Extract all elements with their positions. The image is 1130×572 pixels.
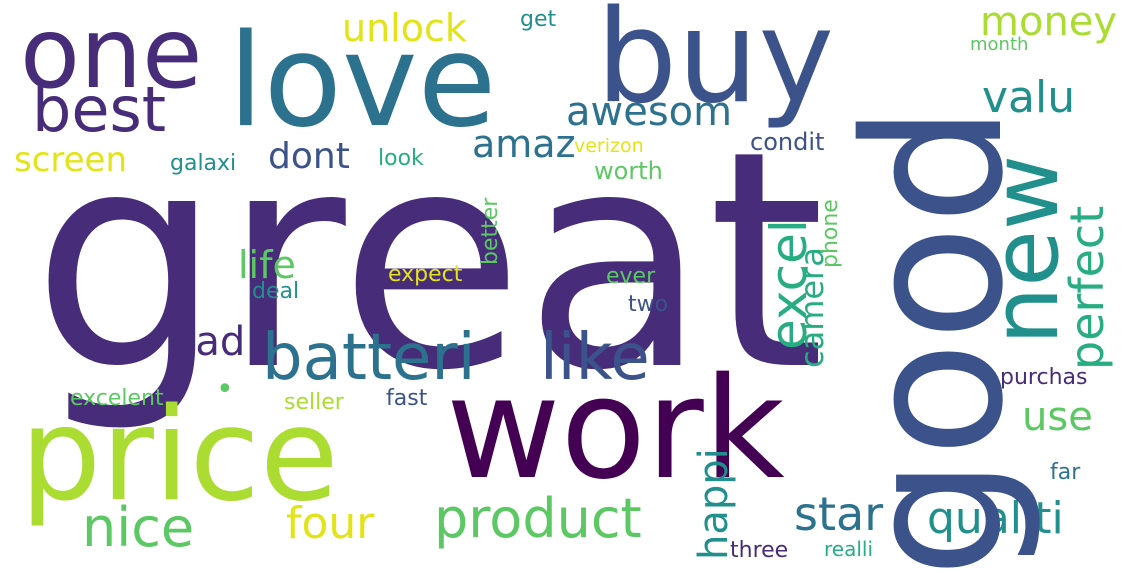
word-four: four [286,498,375,549]
word-month: month [970,34,1029,55]
word-three: three [730,538,789,563]
word-one: one [20,0,203,111]
word-use: use [1022,394,1093,440]
word-dont: dont [268,136,350,177]
word-excelent: excelent [70,386,164,411]
word-valu: valu [982,72,1076,123]
word-look: look [378,146,424,171]
word-nice: nice [82,496,195,559]
word-screen: screen [14,140,128,180]
word-like: like [540,321,650,395]
word-dot: • [216,372,234,407]
word-unlock: unlock [342,6,467,50]
word-better: better [478,197,503,265]
word-seller: seller [284,390,344,415]
word-love: love [228,7,497,156]
word-verizon: verizon [574,135,644,157]
word-get: get [520,7,557,32]
word-happi: happi [691,448,737,560]
word-great: great [32,87,826,436]
word-worth: worth [594,157,663,185]
word-phone: phone [818,199,843,268]
word-deal: deal [252,279,300,304]
word-realli: realli [824,537,874,561]
word-best: best [32,73,167,146]
word-condit: condit [750,128,825,156]
word-buy: buy [596,0,835,132]
word-product: product [434,487,642,550]
word-far: far [1050,460,1081,485]
word-amaz: amaz [472,122,576,166]
word-batteri: batteri [262,321,476,395]
word-purchas: purchas [1000,365,1088,390]
word-life: life [238,243,296,287]
word-money: money [980,0,1118,45]
word-bad: bad [170,319,246,365]
word-expect: expect [388,262,463,287]
word-star: star [794,487,884,541]
word-qualiti: qualiti [927,493,1064,544]
word-perfect: perfect [1060,205,1114,370]
word-galaxi: galaxi [170,151,237,176]
word-price: price [20,381,339,530]
word-two: two [628,292,669,317]
word-new: new [972,154,1079,345]
word-fast: fast [386,386,428,411]
word-work: work [446,348,785,511]
word-ever: ever [606,264,656,289]
word-awesom: awesom [566,89,733,135]
